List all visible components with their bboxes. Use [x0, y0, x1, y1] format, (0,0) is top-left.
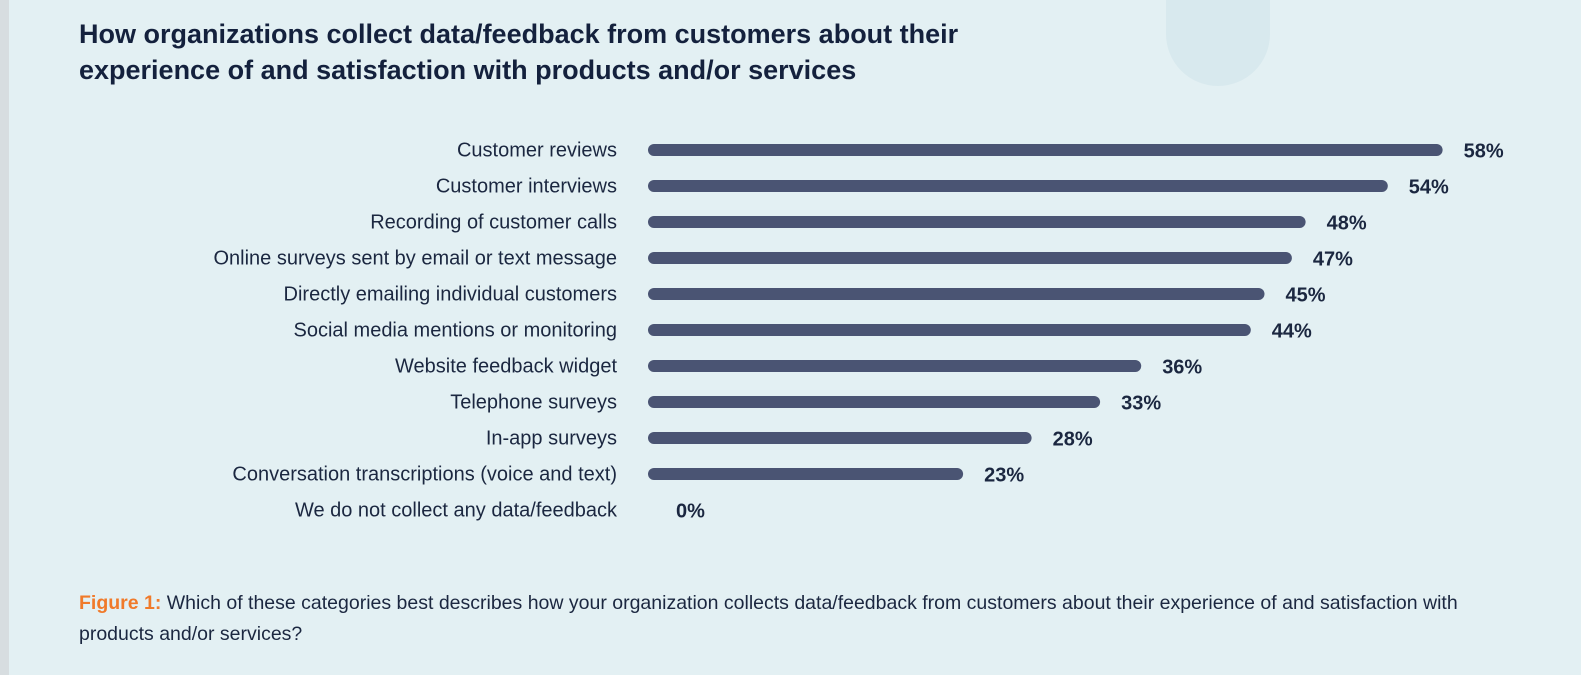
value-label: 28% — [1053, 428, 1093, 450]
category-label: Social media mentions or monitoring — [294, 319, 618, 341]
bar — [648, 288, 1265, 300]
value-label: 0% — [676, 500, 705, 522]
figure-caption-text: Which of these categories best describes… — [79, 592, 1458, 645]
category-label: Directly emailing individual customers — [284, 283, 617, 305]
figure-label: Figure 1: — [79, 592, 162, 614]
category-label: Customer reviews — [457, 139, 617, 161]
value-label: 54% — [1409, 176, 1449, 198]
value-label: 36% — [1162, 356, 1202, 378]
value-label: 44% — [1272, 320, 1312, 342]
bar — [648, 144, 1443, 156]
category-label: Telephone surveys — [450, 391, 617, 413]
bar — [648, 468, 964, 480]
bar — [648, 252, 1292, 264]
category-label: Online surveys sent by email or text mes… — [213, 247, 617, 269]
value-label: 48% — [1327, 212, 1367, 234]
value-label: 45% — [1286, 284, 1326, 306]
bar — [648, 432, 1032, 444]
bar-chart: Customer reviews 58% Customer interviews 54… — [213, 139, 1504, 522]
category-label: We do not collect any data/feedback — [295, 499, 618, 521]
category-label: In-app surveys — [486, 427, 617, 449]
bar — [648, 396, 1101, 408]
category-label: Customer interviews — [436, 175, 617, 197]
bar — [648, 324, 1251, 336]
bar — [648, 360, 1142, 372]
value-label: 58% — [1464, 140, 1504, 162]
bar — [648, 216, 1306, 228]
decorative-shape — [1166, 0, 1270, 86]
category-label: Conversation transcriptions (voice and t… — [232, 463, 617, 485]
value-label: 33% — [1121, 392, 1161, 414]
chart-title: How organizations collect data/feedback … — [79, 19, 959, 85]
value-label: 47% — [1313, 248, 1353, 270]
figure-caption: Figure 1: Which of these categories best… — [79, 588, 1499, 650]
value-label: 23% — [984, 464, 1024, 486]
category-label: Recording of customer calls — [370, 211, 617, 233]
category-label: Website feedback widget — [395, 355, 617, 377]
left-margin-strip — [0, 0, 9, 675]
bar — [648, 180, 1388, 192]
